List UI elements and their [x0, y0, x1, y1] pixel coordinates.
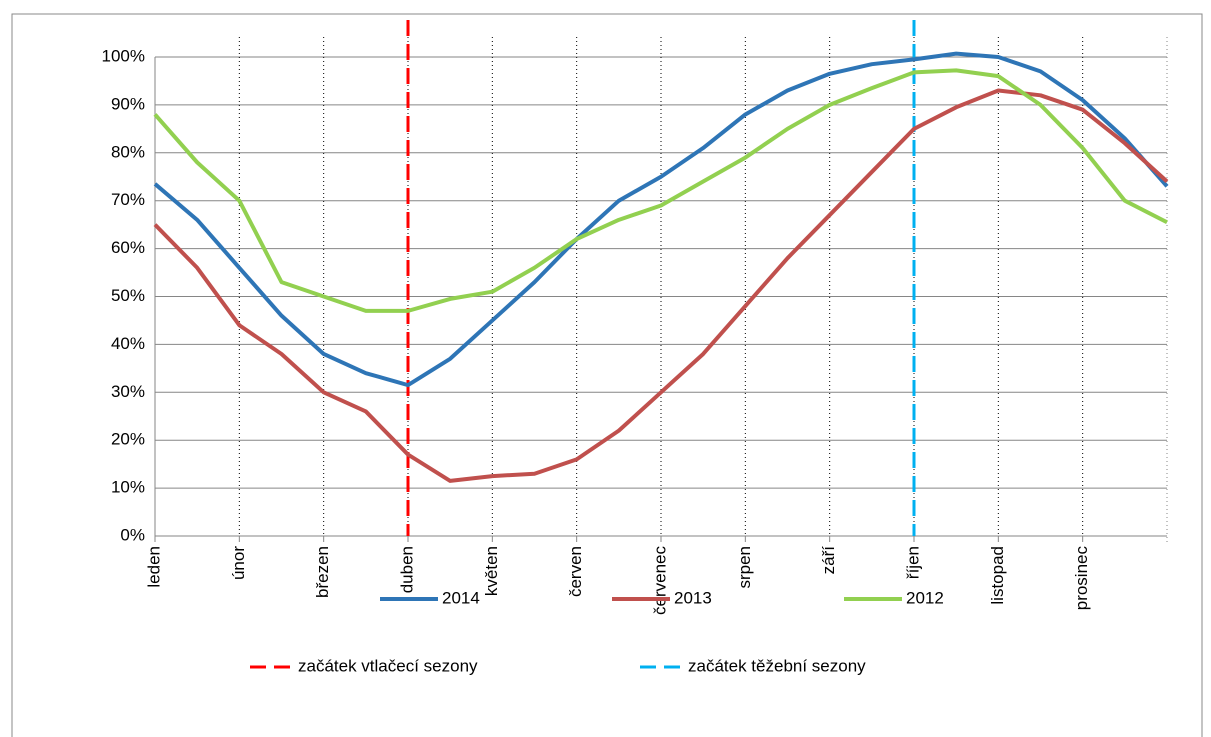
chart-border: [11, 13, 1203, 737]
y-tick-label: 90%: [111, 94, 145, 113]
x-tick-label: září: [819, 546, 838, 575]
y-tick-label: 50%: [111, 286, 145, 305]
x-tick-label: leden: [144, 546, 163, 588]
legend-label: začátek těžební sezony: [688, 656, 866, 675]
x-tick-label: březen: [313, 546, 332, 598]
legend-label: 2013: [674, 588, 712, 607]
x-tick-label: srpen: [735, 546, 754, 589]
y-tick-label: 60%: [111, 238, 145, 257]
y-tick-label: 70%: [111, 190, 145, 209]
legend-label: začátek vtlačecí sezony: [298, 656, 478, 675]
x-tick-label: říjen: [903, 546, 922, 579]
y-tick-label: 0%: [120, 525, 145, 544]
x-tick-label: květen: [482, 546, 501, 596]
y-tick-label: 40%: [111, 334, 145, 353]
x-tick-label: únor: [229, 546, 248, 580]
x-tick-label: duben: [397, 546, 416, 593]
y-tick-label: 20%: [111, 430, 145, 449]
x-tick-label: prosinec: [1072, 546, 1091, 611]
y-tick-label: 10%: [111, 478, 145, 497]
x-tick-label: červen: [566, 546, 585, 597]
x-tick-label: červenec: [650, 546, 669, 615]
y-tick-label: 100%: [102, 46, 145, 65]
series-line: [153, 88, 1169, 483]
x-tick-label: listopad: [988, 546, 1007, 605]
series-line: [153, 68, 1168, 313]
y-tick-label: 30%: [111, 382, 145, 401]
legend-label: 2014: [442, 588, 480, 607]
series-line: [153, 51, 1169, 388]
legend-label: 2012: [906, 588, 944, 607]
y-tick-label: 80%: [111, 142, 145, 161]
